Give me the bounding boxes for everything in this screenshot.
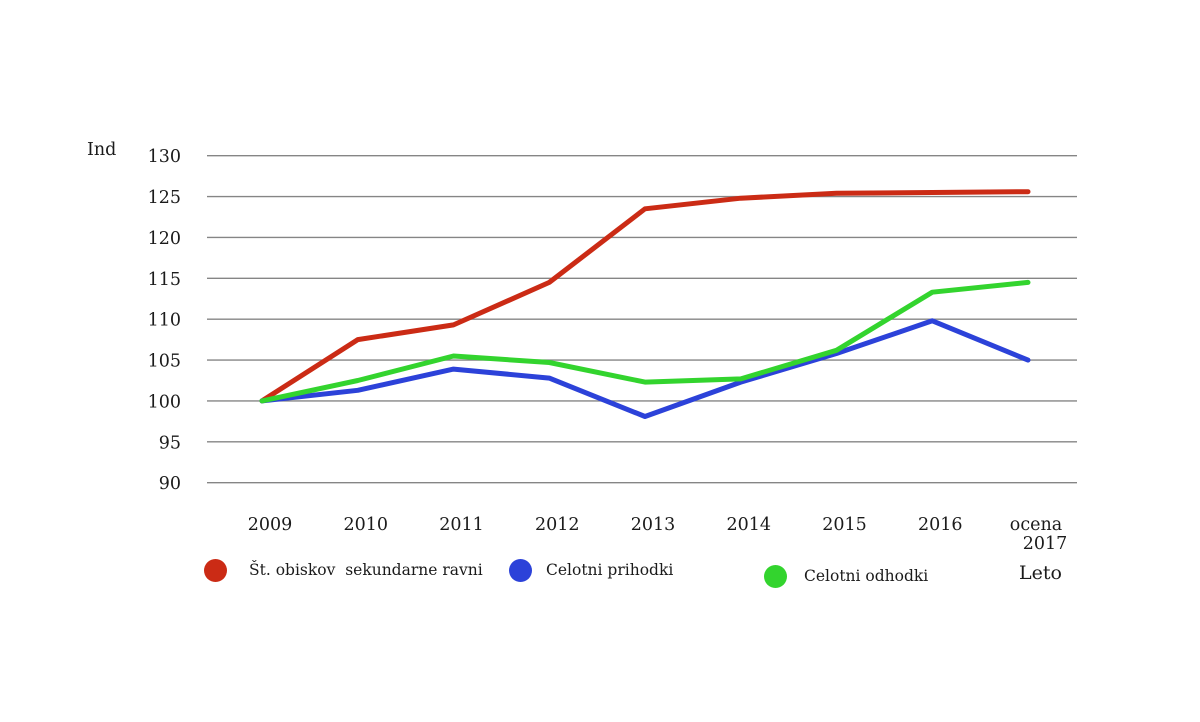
x-tick-label: 2010 [343,515,388,535]
y-tick-label: 110 [148,311,181,331]
y-tick-label: 100 [148,392,181,412]
series-line-2 [259,279,1031,404]
y-tick-label: 130 [148,147,181,167]
x-tick-label: 2011 [439,515,484,535]
series-line-0 [259,189,1031,404]
x-tick-label: ocena 2017 [1010,515,1067,554]
y-tick-label: 120 [148,229,181,249]
x-tick-label: 2016 [918,515,963,535]
x-tick-label: 2009 [248,515,293,535]
y-axis-title: Ind [87,140,117,160]
x-tick-label: 2013 [631,515,676,535]
x-axis-title: Leto [1019,562,1062,584]
x-tick-label: 2014 [726,515,771,535]
y-tick-label: 90 [159,474,181,494]
y-tick-label: 115 [148,270,181,290]
y-tick-label: 95 [159,433,181,453]
x-tick-label: 2012 [535,515,580,535]
x-tick-label: 2015 [822,515,867,535]
series-line-1 [259,318,1031,419]
y-tick-label: 125 [148,188,181,208]
y-tick-label: 105 [148,352,181,372]
